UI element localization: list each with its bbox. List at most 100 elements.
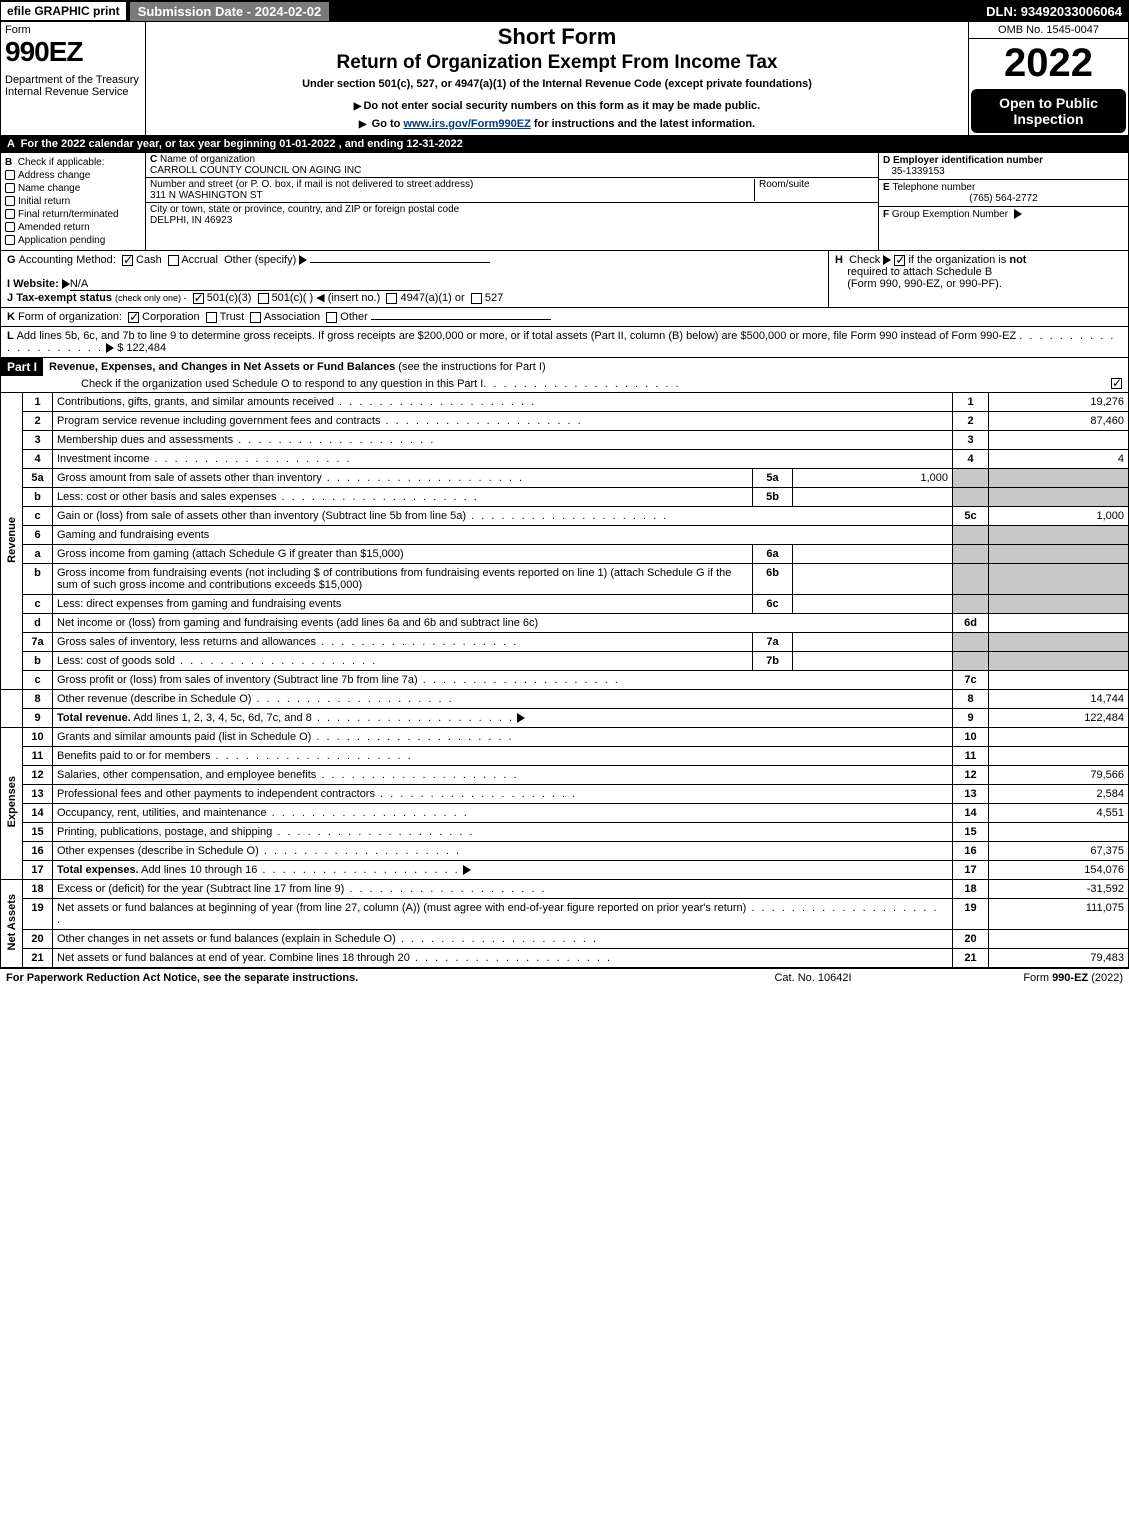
g-h-row: G Accounting Method: Cash Accrual Other … [0, 251, 1129, 308]
line-6d: dNet income or (loss) from gaming and fu… [1, 614, 1129, 633]
g-lbl: Accounting Method: [19, 254, 116, 266]
org-city: DELPHI, IN 46923 [150, 215, 232, 226]
j-lbl: Tax-exempt status [16, 292, 112, 304]
line-17: 17Total expenses. Add lines 10 through 1… [1, 861, 1129, 880]
short-form-title: Short Form [152, 24, 962, 50]
line-6b: bGross income from fundraising events (n… [1, 564, 1129, 595]
j-txt: (check only one) - [115, 293, 187, 303]
department: Department of the Treasury Internal Reve… [5, 74, 141, 98]
line-15: 15Printing, publications, postage, and s… [1, 823, 1129, 842]
part1-table: Revenue 1Contributions, gifts, grants, a… [0, 393, 1129, 968]
page-footer: For Paperwork Reduction Act Notice, see … [0, 968, 1129, 987]
line-7a: 7aGross sales of inventory, less returns… [1, 633, 1129, 652]
org-name: CARROLL COUNTY COUNCIL ON AGING INC [150, 165, 361, 176]
line-11: 11Benefits paid to or for members11 [1, 747, 1129, 766]
checkbox-trust[interactable] [206, 312, 217, 323]
line-20: 20Other changes in net assets or fund ba… [1, 930, 1129, 949]
line-3: 3Membership dues and assessments3 [1, 431, 1129, 450]
checkbox-corp[interactable] [128, 312, 139, 323]
line-8: 8Other revenue (describe in Schedule O)8… [1, 690, 1129, 709]
b-opt-0: Address change [18, 170, 90, 181]
j-ins: (insert no.) [328, 292, 381, 304]
part1-header: Part I Revenue, Expenses, and Changes in… [0, 358, 1129, 393]
goto-line: Go to www.irs.gov/Form990EZ for instruct… [152, 118, 962, 130]
section-c: C Name of organizationCARROLL COUNTY COU… [146, 153, 878, 250]
part1-check: Check if the organization used Schedule … [81, 378, 483, 390]
h-txt1: Check [849, 254, 880, 266]
h-not: not [1009, 254, 1026, 266]
section-def: D Employer identification number 35-1339… [878, 153, 1128, 250]
line-21: 21Net assets or fund balances at end of … [1, 949, 1129, 968]
checkbox-icon[interactable] [5, 209, 15, 219]
line-7c: cGross profit or (loss) from sales of in… [1, 671, 1129, 690]
checkbox-h[interactable] [894, 255, 905, 266]
line-5a: 5aGross amount from sale of assets other… [1, 469, 1129, 488]
b-opt-1: Name change [18, 183, 80, 194]
checkbox-icon[interactable] [5, 170, 15, 180]
checkbox-other[interactable] [326, 312, 337, 323]
b-opt-2: Initial return [18, 196, 70, 207]
checkbox-4947[interactable] [386, 293, 397, 304]
side-netassets: Net Assets [6, 894, 18, 950]
footer-right: Form 990-EZ (2022) [923, 972, 1123, 984]
under-section: Under section 501(c), 527, or 4947(a)(1)… [152, 78, 962, 90]
line-18: Net Assets18Excess or (deficit) for the … [1, 880, 1129, 899]
checkbox-icon[interactable] [5, 222, 15, 232]
checkbox-accrual[interactable] [168, 255, 179, 266]
c-name-lbl: Name of organization [160, 154, 255, 165]
phone: (765) 564-2772 [883, 193, 1124, 204]
k-o2: Trust [220, 311, 245, 323]
h-txt4: (Form 990, 990-EZ, or 990-PF). [847, 278, 1002, 290]
goto-link[interactable]: www.irs.gov/Form990EZ [403, 118, 530, 130]
line-5b: bLess: cost or other basis and sales exp… [1, 488, 1129, 507]
open-inspection: Open to Public Inspection [971, 89, 1126, 133]
header-block: B Check if applicable: Address change Na… [0, 153, 1129, 251]
k-o1: Corporation [142, 311, 199, 323]
checkbox-501c3[interactable] [193, 293, 204, 304]
g-other-input[interactable] [310, 262, 490, 263]
arrow-icon [883, 255, 891, 265]
line-6a: aGross income from gaming (attach Schedu… [1, 545, 1129, 564]
k-o4: Other [340, 311, 368, 323]
checkbox-527[interactable] [471, 293, 482, 304]
return-title: Return of Organization Exempt From Incom… [152, 52, 962, 74]
checkbox-assoc[interactable] [250, 312, 261, 323]
line-a-text: For the 2022 calendar year, or tax year … [21, 138, 463, 150]
arrow-icon [1014, 209, 1022, 219]
line-10: Expenses10Grants and similar amounts pai… [1, 728, 1129, 747]
side-revenue: Revenue [6, 517, 18, 563]
checkbox-icon[interactable] [5, 183, 15, 193]
header-middle: Short Form Return of Organization Exempt… [146, 22, 968, 135]
arrow-icon [299, 255, 307, 265]
k-other-input[interactable] [371, 319, 551, 320]
b-opt-4: Amended return [18, 222, 90, 233]
k-o3: Association [264, 311, 320, 323]
room-lbl: Room/suite [759, 179, 810, 190]
b-opt-3: Final return/terminated [18, 209, 119, 220]
line-6c: cLess: direct expenses from gaming and f… [1, 595, 1129, 614]
b-opt-5: Application pending [18, 235, 105, 246]
ssn-warning: Do not enter social security numbers on … [152, 100, 962, 112]
line-6: 6Gaming and fundraising events [1, 526, 1129, 545]
part1-instr: (see the instructions for Part I) [398, 361, 545, 373]
arrow-icon [517, 713, 525, 723]
d-lbl: Employer identification number [893, 155, 1043, 166]
line-2: 2Program service revenue including gover… [1, 412, 1129, 431]
checkbox-schedo[interactable] [1111, 378, 1122, 389]
ein: 35-1339153 [891, 166, 944, 177]
goto-post: for instructions and the latest informat… [534, 118, 755, 130]
checkbox-501c[interactable] [258, 293, 269, 304]
form-number: 990EZ [5, 36, 141, 68]
j-o4: 527 [485, 292, 503, 304]
g-accrual: Accrual [181, 254, 218, 266]
line-13: 13Professional fees and other payments t… [1, 785, 1129, 804]
k-lbl: Form of organization: [18, 311, 122, 323]
checkbox-icon[interactable] [5, 196, 15, 206]
line-k: K Form of organization: Corporation Trus… [0, 308, 1129, 327]
checkbox-cash[interactable] [122, 255, 133, 266]
g-other: Other (specify) [224, 254, 296, 266]
line-a: A For the 2022 calendar year, or tax yea… [0, 136, 1129, 153]
line-12: 12Salaries, other compensation, and empl… [1, 766, 1129, 785]
checkbox-icon[interactable] [5, 235, 15, 245]
submission-date: Submission Date - 2024-02-02 [130, 2, 330, 21]
